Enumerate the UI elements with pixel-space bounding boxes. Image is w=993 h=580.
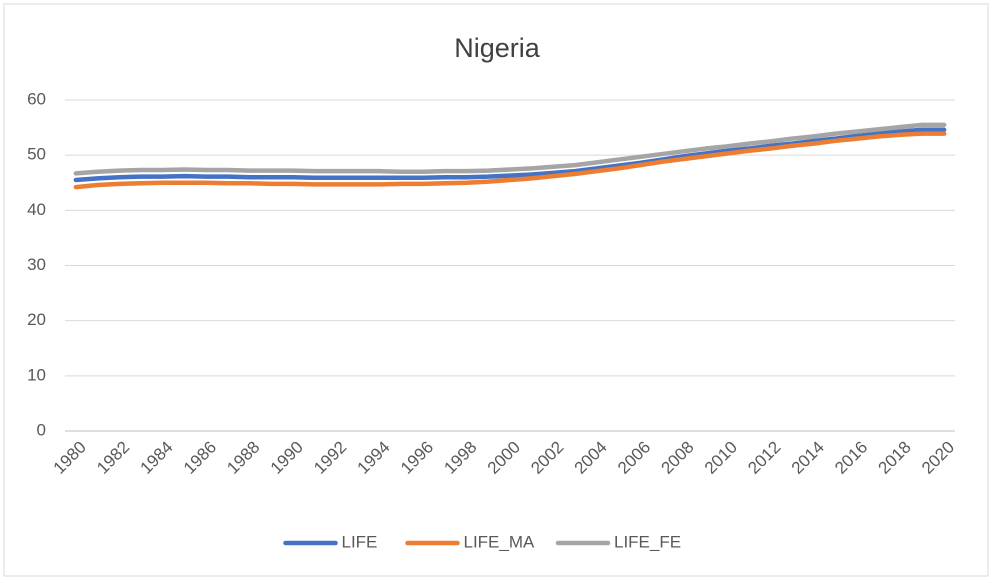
y-tick-label: 50 [27, 145, 46, 164]
line-series [73, 131, 947, 190]
chart-title: Nigeria [454, 33, 541, 63]
y-tick-label: 40 [27, 200, 46, 219]
legend-label: LIFE_MA [464, 532, 536, 551]
line-series [73, 127, 947, 183]
y-tick-label: 20 [27, 310, 46, 329]
y-tick-label: 10 [27, 365, 46, 384]
chart-border [3, 3, 989, 577]
legend-label: LIFE_FE [614, 532, 681, 551]
legend-label: LIFE [342, 532, 378, 551]
line-series [73, 122, 947, 176]
y-tick-label: 30 [27, 255, 46, 274]
y-tick-label: 60 [27, 89, 46, 108]
y-tick-label: 0 [37, 420, 46, 439]
